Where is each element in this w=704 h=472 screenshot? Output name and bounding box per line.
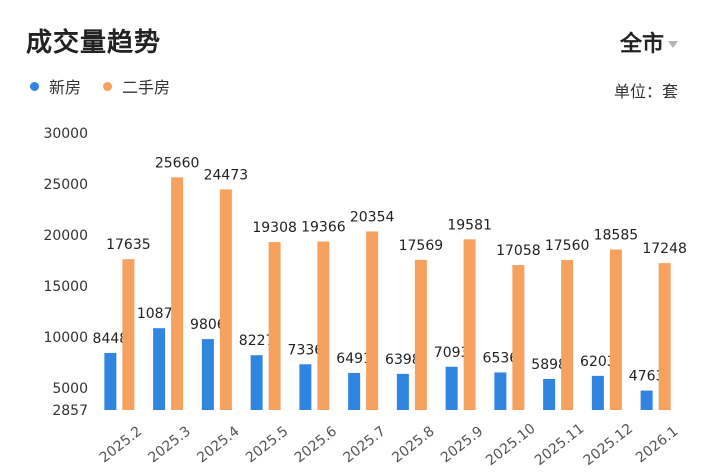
bar-new-home [250, 355, 263, 410]
y-tick-label: 25000 [43, 177, 88, 193]
y-tick-label: 10000 [43, 330, 88, 346]
x-tick-label: 2025.2 [97, 423, 145, 466]
y-tick-label: 5000 [52, 381, 88, 397]
x-tick-label: 2025.12 [581, 421, 636, 469]
data-label-second-hand: 17569 [399, 238, 444, 254]
bar-new-home [640, 390, 653, 410]
x-tick-label: 2025.3 [145, 423, 193, 466]
bar-second-hand [317, 241, 330, 410]
region-label: 全市 [619, 32, 664, 57]
data-label-second-hand: 17635 [106, 237, 151, 253]
legend-label-second-hand: 二手房 [122, 78, 171, 97]
data-label-new-home: 4763 [629, 369, 665, 385]
data-label-new-home: 8227 [239, 333, 275, 349]
legend-dot-new-home [30, 81, 39, 91]
bar-new-home [299, 364, 312, 410]
bar-second-hand [219, 189, 232, 410]
data-label-second-hand: 18585 [594, 227, 639, 243]
legend-item-new-home[interactable]: 新房 [30, 74, 81, 98]
data-label-new-home: 5898 [531, 357, 567, 373]
data-label-new-home: 6398 [385, 352, 421, 368]
region-selector[interactable]: 全市 [620, 26, 678, 58]
data-label-second-hand: 25660 [155, 155, 200, 171]
data-label-new-home: 10873 [137, 306, 182, 322]
bar-second-hand [658, 263, 671, 410]
x-tick-label: 2025.5 [243, 423, 291, 466]
data-label-new-home: 6536 [483, 350, 519, 366]
chevron-down-icon [668, 40, 678, 48]
bar-second-hand [609, 249, 622, 410]
bar-second-hand [512, 265, 525, 410]
bar-second-hand [268, 242, 281, 410]
x-tick-label: 2025.8 [389, 423, 437, 466]
legend-label-new-home: 新房 [49, 78, 82, 97]
unit-label: 单位：套 [613, 82, 678, 101]
bar-new-home [591, 375, 604, 410]
data-label-second-hand: 17560 [545, 238, 590, 254]
bar-new-home [543, 378, 556, 410]
bar-new-home [201, 339, 214, 410]
bar-new-home [445, 366, 458, 410]
bar-second-hand [171, 177, 184, 410]
y-tick-label: 30000 [43, 126, 88, 142]
x-tick-label: 2025.11 [532, 421, 587, 469]
y-tick-label: 20000 [43, 228, 88, 244]
bar-new-home [494, 372, 507, 410]
bar-second-hand [414, 259, 427, 410]
y-tick-label: 15000 [43, 279, 88, 295]
bar-new-home [348, 372, 361, 410]
chart-title: 成交量趋势 [26, 28, 162, 58]
x-tick-label: 2025.6 [292, 423, 341, 466]
bar-new-home [396, 373, 409, 410]
legend-dot-second-hand [103, 81, 113, 91]
data-label-new-home: 7336 [288, 342, 324, 358]
x-tick-label: 2025.4 [194, 423, 243, 466]
bar-second-hand [463, 239, 476, 410]
data-label-second-hand: 24473 [204, 167, 249, 183]
bar-second-hand [366, 231, 379, 410]
x-tick-label: 2026.1 [633, 423, 681, 466]
data-label-second-hand: 19581 [447, 217, 492, 233]
data-label-second-hand: 19366 [301, 220, 346, 236]
bar-new-home [104, 352, 117, 410]
x-tick-label: 2025.9 [438, 423, 486, 466]
bar-second-hand [122, 259, 135, 410]
legend-item-second-hand[interactable]: 二手房 [103, 74, 170, 98]
data-label-second-hand: 17058 [496, 243, 541, 259]
data-label-second-hand: 19308 [252, 220, 297, 236]
y-tick-label: 2857 [52, 403, 88, 419]
data-label-new-home: 9806 [190, 317, 226, 333]
chart-legend: 新房 二手房 [30, 74, 170, 98]
x-tick-label: 2025.10 [483, 421, 538, 469]
data-label-new-home: 8448 [93, 331, 129, 347]
data-label-second-hand: 20354 [350, 209, 395, 225]
data-label-new-home: 6203 [580, 354, 616, 370]
data-label-new-home: 7093 [434, 345, 470, 361]
x-tick-label: 2025.7 [340, 423, 388, 466]
data-label-new-home: 6491 [336, 351, 372, 367]
bar-new-home [153, 328, 166, 410]
data-label-second-hand: 17248 [642, 241, 687, 257]
bar-second-hand [561, 259, 574, 410]
